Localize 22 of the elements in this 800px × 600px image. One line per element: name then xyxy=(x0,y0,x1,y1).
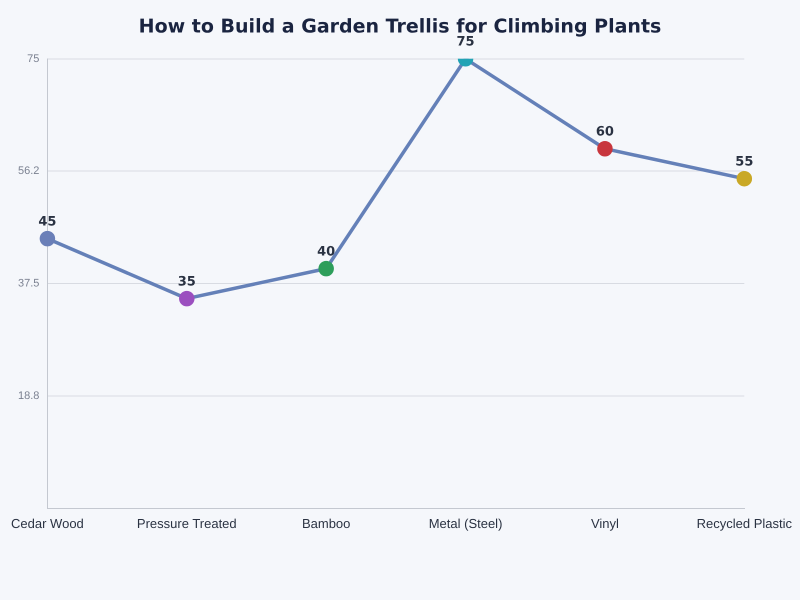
data-label: 60 xyxy=(596,124,614,140)
data-label: 55 xyxy=(735,154,754,170)
y-tick-label: 37.5 xyxy=(18,278,40,290)
x-tick-label: Cedar Wood xyxy=(11,516,84,531)
data-label: 35 xyxy=(178,274,196,290)
x-tick-label: Bamboo xyxy=(302,516,350,531)
x-tick-label: Metal (Steel) xyxy=(428,516,502,531)
x-tick-label: Vinyl xyxy=(590,516,620,531)
y-tick-label: 18.8 xyxy=(18,390,40,402)
y-tick-label: 56.2 xyxy=(18,165,40,178)
point xyxy=(179,290,195,306)
x-tick-label: Pressure Treated xyxy=(136,516,237,531)
data-label: 75 xyxy=(456,34,475,50)
point xyxy=(597,140,613,156)
data-label: 40 xyxy=(317,244,336,260)
point xyxy=(736,170,752,186)
y-tick-label: 75 xyxy=(27,52,40,65)
x-tick-label: Recycled Plastic xyxy=(696,516,792,531)
chart-title: How to Build a Garden Trellis for Climbing Plants xyxy=(138,15,662,38)
point xyxy=(318,260,334,276)
data-label: 45 xyxy=(38,214,56,230)
point xyxy=(40,230,56,246)
